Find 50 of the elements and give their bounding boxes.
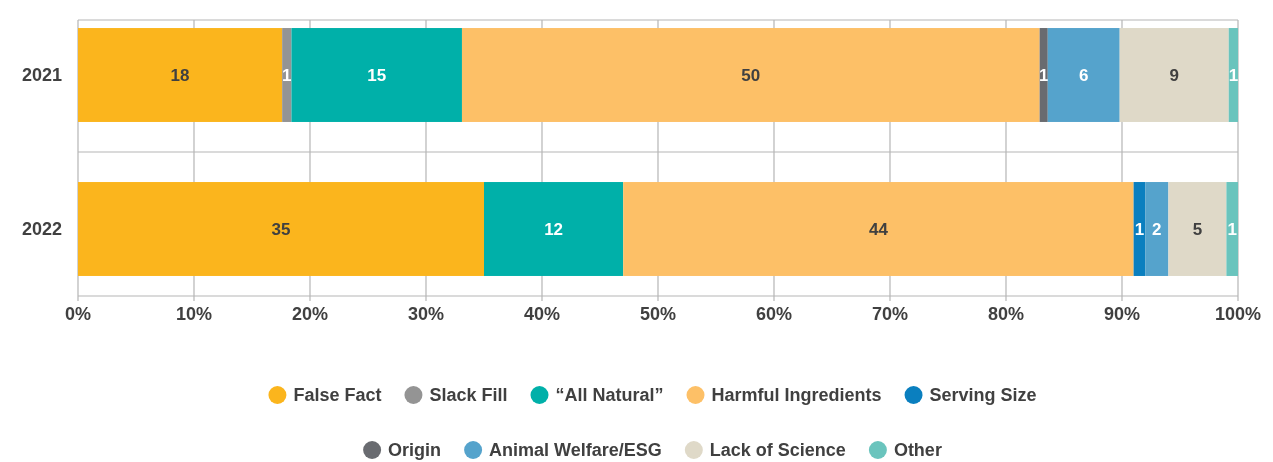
- data-label: 35: [271, 219, 291, 239]
- data-label: 1: [1134, 219, 1145, 239]
- data-label: 1: [1227, 219, 1237, 239]
- data-label: 12: [544, 219, 564, 239]
- x-tick-label: 60%: [755, 304, 793, 324]
- bar: [1119, 28, 1229, 122]
- x-tick-label: 0%: [64, 304, 92, 324]
- data-label: 50: [741, 65, 761, 85]
- x-tick-label: 100%: [1214, 304, 1262, 324]
- bar: [282, 28, 292, 122]
- bar: [484, 182, 624, 276]
- data-label: 6: [1078, 65, 1089, 85]
- data-label: 15: [367, 65, 387, 85]
- data-label: 2: [1152, 219, 1162, 239]
- y-tick-label: 2021: [21, 65, 62, 86]
- x-tick-label: 80%: [987, 304, 1025, 324]
- legend-label: Lack of Science: [709, 440, 846, 461]
- bar: [291, 28, 462, 122]
- legend-label: “All Natural”: [555, 385, 664, 406]
- bar: [1145, 182, 1169, 276]
- legend-label: Serving Size: [929, 385, 1037, 406]
- bar: [1168, 182, 1227, 276]
- x-tick-label: 40%: [523, 304, 561, 324]
- bar: [78, 28, 283, 122]
- bar: [1039, 28, 1048, 122]
- bar: [78, 182, 484, 276]
- legend-label: Other: [893, 440, 942, 461]
- y-tick-label: 2022: [21, 219, 62, 240]
- x-tick-label: 90%: [1103, 304, 1141, 324]
- x-tick-label: 30%: [407, 304, 445, 324]
- data-label: 1: [282, 65, 292, 85]
- legend-label: Slack Fill: [429, 385, 508, 406]
- x-tick-label: 20%: [291, 304, 329, 324]
- bar: [1047, 28, 1120, 122]
- data-label: 5: [1192, 219, 1203, 239]
- data-label: 1: [1038, 65, 1049, 85]
- legend-label: Animal Welfare/ESG: [489, 440, 662, 461]
- legend-label: Origin: [388, 440, 442, 461]
- legend-label: False Fact: [293, 385, 382, 406]
- bar: [623, 182, 1134, 276]
- bar: [461, 28, 1040, 122]
- data-label: 44: [868, 219, 889, 239]
- legend-label: Harmful Ingredients: [711, 385, 882, 406]
- x-tick-label: 10%: [175, 304, 213, 324]
- data-label: 18: [170, 65, 190, 85]
- x-tick-label: 70%: [871, 304, 909, 324]
- x-tick-label: 50%: [639, 304, 677, 324]
- data-label: 1: [1228, 65, 1239, 85]
- data-label: 9: [1169, 65, 1179, 85]
- bar: [1226, 182, 1238, 276]
